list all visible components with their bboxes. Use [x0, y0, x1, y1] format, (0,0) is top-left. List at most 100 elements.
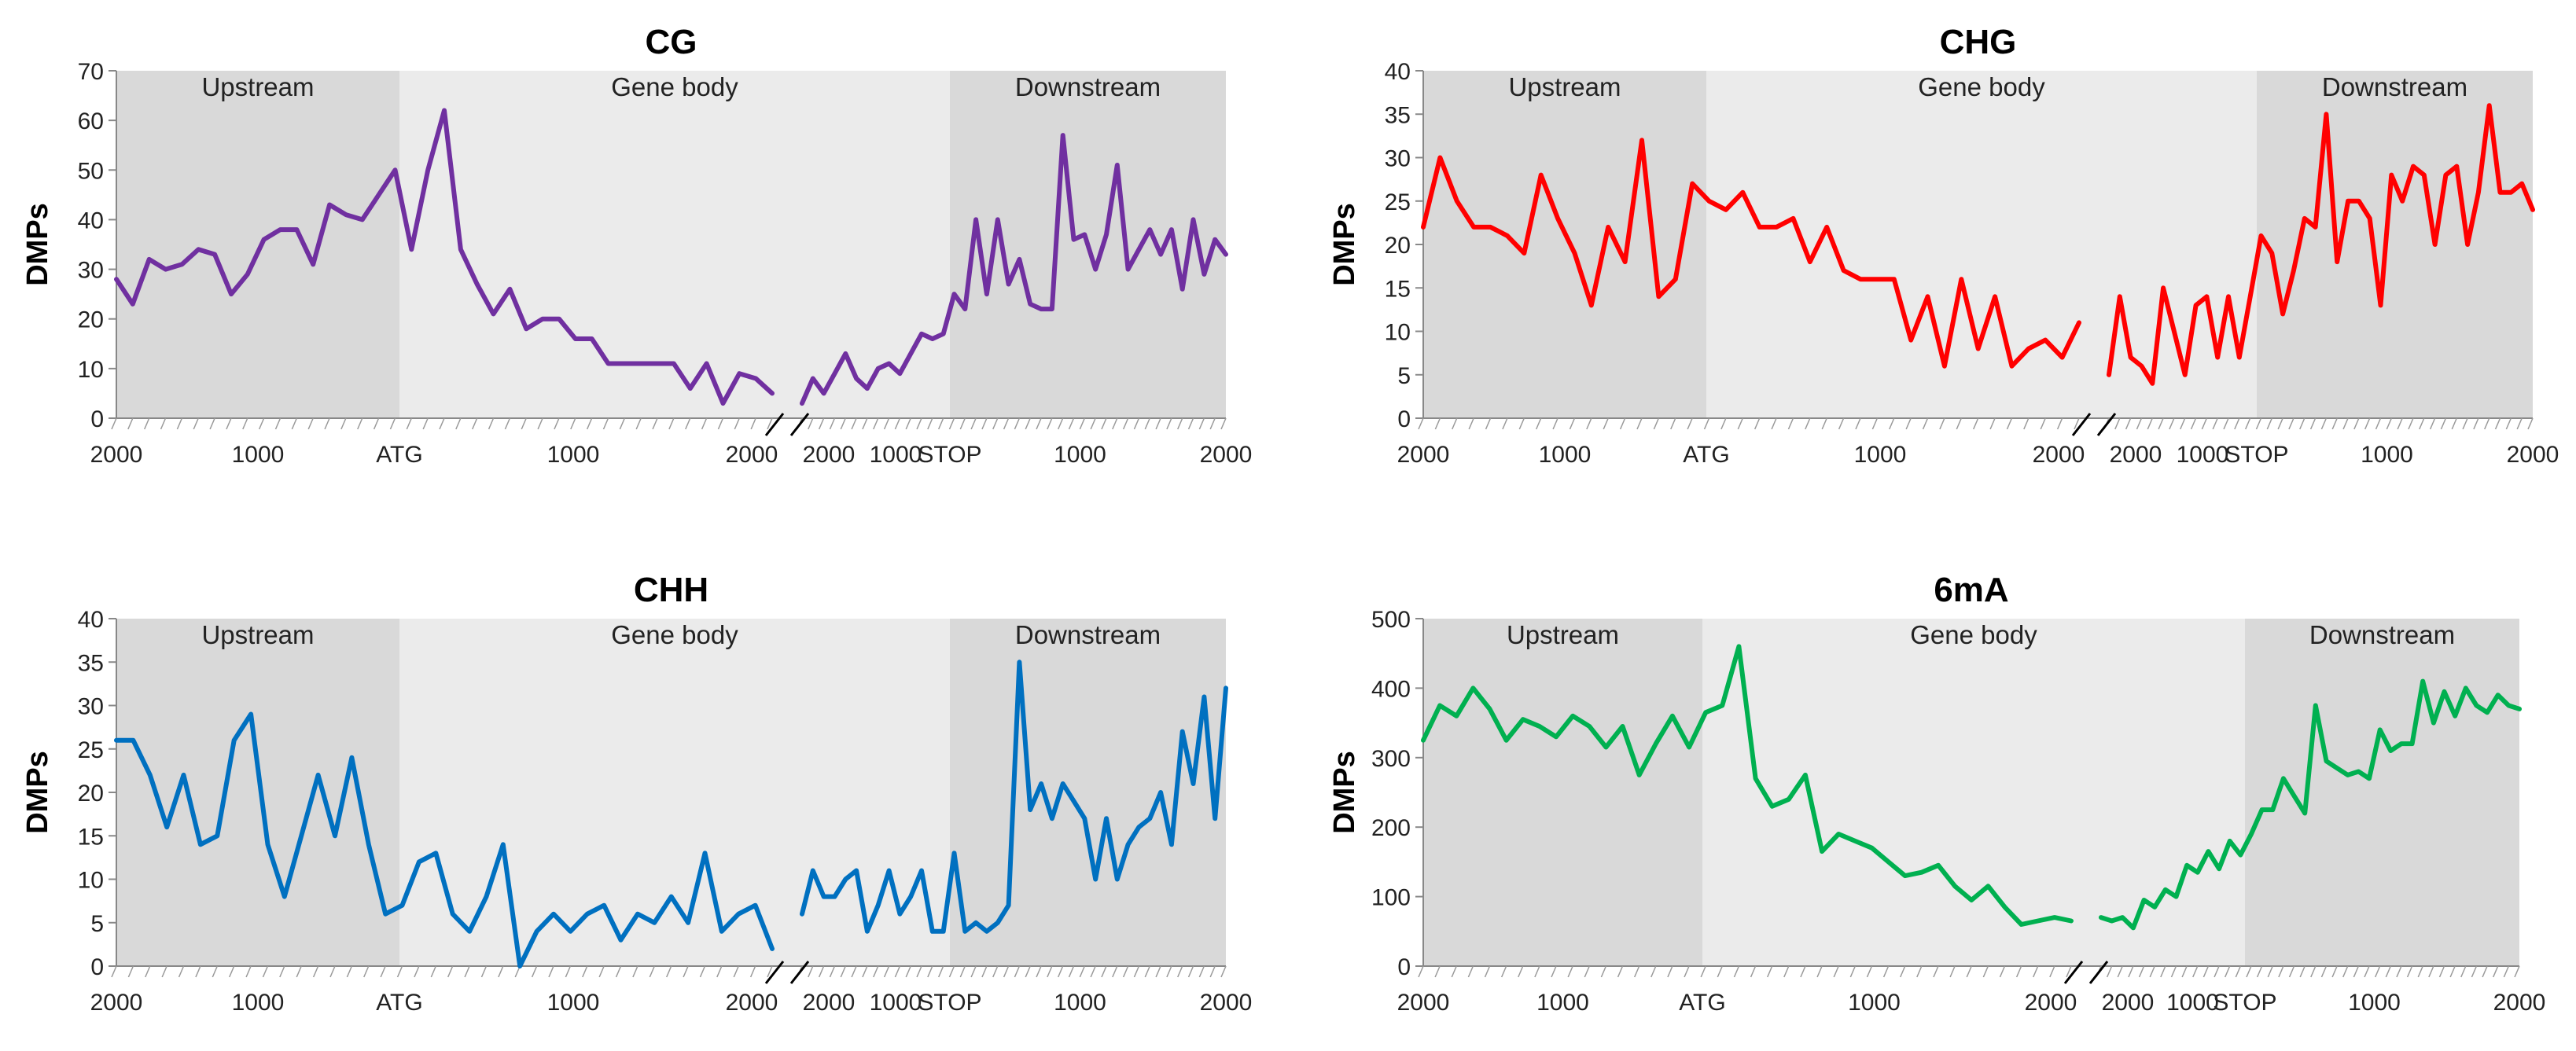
- x-minor-tick: [2342, 417, 2349, 430]
- x-minor-tick: [767, 965, 773, 978]
- x-minor-tick: [970, 417, 977, 430]
- x-minor-tick: [1636, 417, 1643, 430]
- x-minor-tick: [1025, 417, 1031, 430]
- x-minor-tick: [1754, 417, 1761, 430]
- x-minor-tick: [145, 965, 151, 978]
- x-minor-tick: [1187, 417, 1194, 430]
- y-tick-label: 40: [78, 607, 104, 633]
- x-minor-tick: [480, 965, 488, 978]
- x-minor-tick: [2049, 965, 2055, 978]
- x-minor-tick: [701, 417, 708, 430]
- x-minor-tick: [1866, 965, 1873, 978]
- x-minor-tick: [2331, 417, 2338, 430]
- region-label: Gene body: [1910, 620, 2037, 649]
- x-tick-label: 2000: [1200, 442, 1253, 468]
- x-minor-tick: [2299, 965, 2306, 978]
- x-minor-tick: [548, 965, 554, 978]
- x-tick-label: 2000: [1200, 990, 1253, 1016]
- x-minor-tick: [992, 417, 999, 430]
- x-tick-label: STOP: [918, 990, 981, 1016]
- x-minor-tick: [2128, 965, 2134, 978]
- y-tick-label: 400: [1371, 676, 1411, 702]
- y-tick-label: 5: [1397, 363, 1411, 389]
- x-minor-tick: [1144, 965, 1150, 978]
- axis-break-mark: [764, 413, 785, 436]
- region-label: Upstream: [1507, 620, 1619, 649]
- x-minor-tick: [1800, 965, 1806, 978]
- x-minor-tick: [1567, 965, 1573, 978]
- x-minor-tick: [808, 417, 814, 430]
- x-minor-tick: [1418, 965, 1424, 978]
- series-line-upstream-genebody: [1421, 138, 2081, 369]
- x-minor-tick: [1989, 417, 1996, 430]
- y-tick-label: 35: [1385, 102, 1411, 128]
- x-minor-tick: [195, 965, 201, 978]
- x-minor-tick: [2527, 417, 2534, 430]
- y-tick-label: 30: [78, 258, 104, 284]
- x-tick-label: 2000: [1397, 442, 1450, 468]
- x-minor-tick: [2320, 417, 2328, 430]
- x-minor-tick: [1166, 417, 1172, 430]
- x-minor-tick: [582, 965, 588, 978]
- x-minor-tick: [1101, 417, 1107, 430]
- x-minor-tick: [1047, 417, 1053, 430]
- x-minor-tick: [2149, 965, 2155, 978]
- x-minor-tick: [937, 965, 944, 978]
- x-minor-tick: [127, 965, 134, 978]
- x-minor-tick: [373, 417, 380, 430]
- y-tick-label: 15: [1385, 276, 1411, 302]
- x-minor-tick: [2147, 417, 2153, 430]
- x-minor-tick: [212, 965, 218, 978]
- x-minor-tick: [1805, 417, 1811, 430]
- x-minor-tick: [1933, 965, 1939, 978]
- x-minor-tick: [2419, 417, 2425, 430]
- region-genebody-bg: [1702, 619, 2245, 966]
- x-minor-tick: [937, 417, 944, 430]
- y-tick-label: 35: [78, 650, 104, 676]
- x-tick-label: 2000: [726, 442, 778, 468]
- x-minor-tick: [2310, 965, 2317, 978]
- x-minor-tick: [1500, 965, 1507, 978]
- x-minor-tick: [193, 417, 199, 430]
- x-minor-tick: [602, 417, 609, 430]
- x-minor-tick: [324, 417, 330, 430]
- x-minor-tick: [1833, 965, 1839, 978]
- x-minor-tick: [488, 417, 495, 430]
- x-minor-tick: [2015, 965, 2022, 978]
- region-upstream-bg: [116, 71, 399, 418]
- y-tick-label: 60: [78, 108, 104, 134]
- x-tick-label: 1000: [870, 990, 922, 1016]
- x-tick-label: 2000: [726, 990, 778, 1016]
- x-minor-tick: [883, 965, 890, 978]
- x-minor-tick: [161, 965, 167, 978]
- x-minor-tick: [927, 417, 933, 430]
- x-minor-tick: [178, 965, 185, 978]
- x-minor-tick: [226, 417, 232, 430]
- x-tick-label: 2000: [2110, 442, 2162, 468]
- x-minor-tick: [1112, 965, 1118, 978]
- x-minor-tick: [1855, 417, 1861, 430]
- x-minor-tick: [2225, 965, 2231, 978]
- x-minor-tick: [927, 965, 933, 978]
- x-minor-tick: [1767, 965, 1773, 978]
- axis-break-mark: [2071, 413, 2092, 436]
- x-minor-tick: [2136, 417, 2143, 430]
- axis-break-mark: [2088, 961, 2109, 984]
- x-minor-tick: [1220, 965, 1227, 978]
- x-minor-tick: [1518, 417, 1525, 430]
- x-minor-tick: [1617, 965, 1624, 978]
- x-minor-tick: [1536, 417, 1542, 430]
- x-tick-label: STOP: [2225, 442, 2288, 468]
- x-tick-label: 2000: [803, 442, 856, 468]
- x-minor-tick: [2234, 417, 2240, 430]
- x-minor-tick: [862, 417, 868, 430]
- x-minor-tick: [2482, 965, 2488, 978]
- region-label: Gene body: [611, 72, 738, 101]
- x-minor-tick: [1025, 965, 1031, 978]
- region-upstream-bg: [1423, 71, 1706, 418]
- x-tick-label: 2000: [803, 990, 856, 1016]
- x-minor-tick: [1956, 417, 1962, 430]
- x-minor-tick: [2462, 417, 2468, 430]
- x-minor-tick: [2212, 417, 2218, 430]
- x-minor-tick: [1036, 965, 1042, 978]
